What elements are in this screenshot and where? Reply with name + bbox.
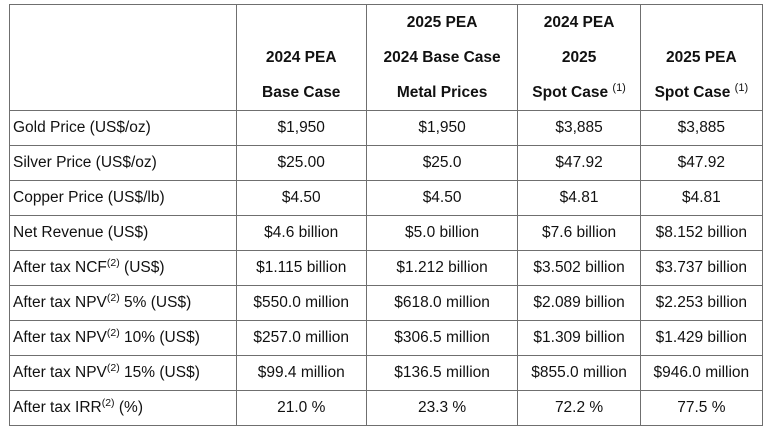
header-line: Spot Case (1) <box>532 82 626 102</box>
table-cell: $136.5 million <box>365 355 519 391</box>
table-row: Gold Price (US$/oz) $1,950 $1,950 $3,885… <box>9 110 763 146</box>
table-row: After tax NCF(2) (US$) $1.115 billion $1… <box>9 250 763 286</box>
table-cell: $550.0 million <box>235 285 367 321</box>
table-cell: $1,950 <box>235 110 367 146</box>
table-row: Silver Price (US$/oz) $25.00 $25.0 $47.9… <box>9 145 763 181</box>
table-cell: $25.0 <box>365 145 519 181</box>
table-cell: $99.4 million <box>235 355 367 391</box>
table-row: After tax NPV(2) 5% (US$) $550.0 million… <box>9 285 763 321</box>
column-header: 2025 PEA 2024 Base Case Metal Prices <box>365 4 519 111</box>
table-cell: $3,885 <box>639 110 763 146</box>
header-line: Spot Case (1) <box>654 82 749 102</box>
table-cell: $855.0 million <box>517 355 641 391</box>
row-label: Copper Price (US$/lb) <box>9 180 237 216</box>
table-cell: $25.00 <box>235 145 367 181</box>
pea-comparison-table: 2024 PEA Base Case 2025 PEA 2024 Base Ca… <box>9 4 763 426</box>
table-cell: $3.502 billion <box>517 250 641 286</box>
table-cell: $3,885 <box>517 110 641 146</box>
table-row: Copper Price (US$/lb) $4.50 $4.50 $4.81 … <box>9 180 763 216</box>
header-line <box>641 5 762 40</box>
table-cell: 23.3 % <box>365 390 519 426</box>
header-line: Base Case <box>262 84 341 101</box>
table-cell: $257.0 million <box>235 320 367 356</box>
column-header: 2024 PEA Base Case <box>235 4 367 111</box>
table-cell: $4.81 <box>639 180 763 216</box>
table-cell: $618.0 million <box>365 285 519 321</box>
table-row: After tax NPV(2) 15% (US$) $99.4 million… <box>9 355 763 391</box>
table-cell: $7.6 billion <box>517 215 641 251</box>
table-cell: $3.737 billion <box>639 250 763 286</box>
header-line: Metal Prices <box>396 84 488 101</box>
row-label: After tax NPV(2) 10% (US$) <box>9 320 237 356</box>
header-empty-cell <box>9 4 237 111</box>
table-cell: 77.5 % <box>639 390 763 426</box>
table-cell: $946.0 million <box>639 355 763 391</box>
row-label: After tax NPV(2) 5% (US$) <box>9 285 237 321</box>
header-line <box>237 5 366 40</box>
table-cell: $4.50 <box>235 180 367 216</box>
table-cell: $2.253 billion <box>639 285 763 321</box>
header-line: 2024 PEA <box>265 49 337 66</box>
table-cell: $47.92 <box>517 145 641 181</box>
row-label: Gold Price (US$/oz) <box>9 110 237 146</box>
header-line: 2024 Base Case <box>383 49 501 66</box>
column-header: 2025 PEA Spot Case (1) <box>639 4 763 111</box>
table-cell: $306.5 million <box>365 320 519 356</box>
row-label: Net Revenue (US$) <box>9 215 237 251</box>
table-cell: $1.309 billion <box>517 320 641 356</box>
table-cell: $8.152 billion <box>639 215 763 251</box>
table-cell: $5.0 billion <box>365 215 519 251</box>
header-line: 2025 PEA <box>406 14 478 31</box>
header-row: 2024 PEA Base Case 2025 PEA 2024 Base Ca… <box>9 4 763 111</box>
row-label: After tax NPV(2) 15% (US$) <box>9 355 237 391</box>
table-cell: 72.2 % <box>517 390 641 426</box>
column-header: 2024 PEA 2025 Spot Case (1) <box>517 4 641 111</box>
table-cell: 21.0 % <box>235 390 367 426</box>
table-row: Net Revenue (US$) $4.6 billion $5.0 bill… <box>9 215 763 251</box>
table-row: After tax NPV(2) 10% (US$) $257.0 millio… <box>9 320 763 356</box>
table-row: After tax IRR(2) (%) 21.0 % 23.3 % 72.2 … <box>9 390 763 426</box>
table-cell: $1.212 billion <box>365 250 519 286</box>
table-cell: $1,950 <box>365 110 519 146</box>
header-line: 2025 PEA <box>666 49 737 66</box>
row-label: Silver Price (US$/oz) <box>9 145 237 181</box>
table-cell: $4.81 <box>517 180 641 216</box>
table-cell: $1.429 billion <box>639 320 763 356</box>
table-cell: $47.92 <box>639 145 763 181</box>
table-cell: $1.115 billion <box>235 250 367 286</box>
table-cell: $2.089 billion <box>517 285 641 321</box>
row-label: After tax IRR(2) (%) <box>9 390 237 426</box>
table-cell: $4.50 <box>365 180 519 216</box>
row-label: After tax NCF(2) (US$) <box>9 250 237 286</box>
table-cell: $4.6 billion <box>235 215 367 251</box>
header-line: 2024 PEA <box>543 14 615 31</box>
header-line: 2025 <box>561 49 597 66</box>
